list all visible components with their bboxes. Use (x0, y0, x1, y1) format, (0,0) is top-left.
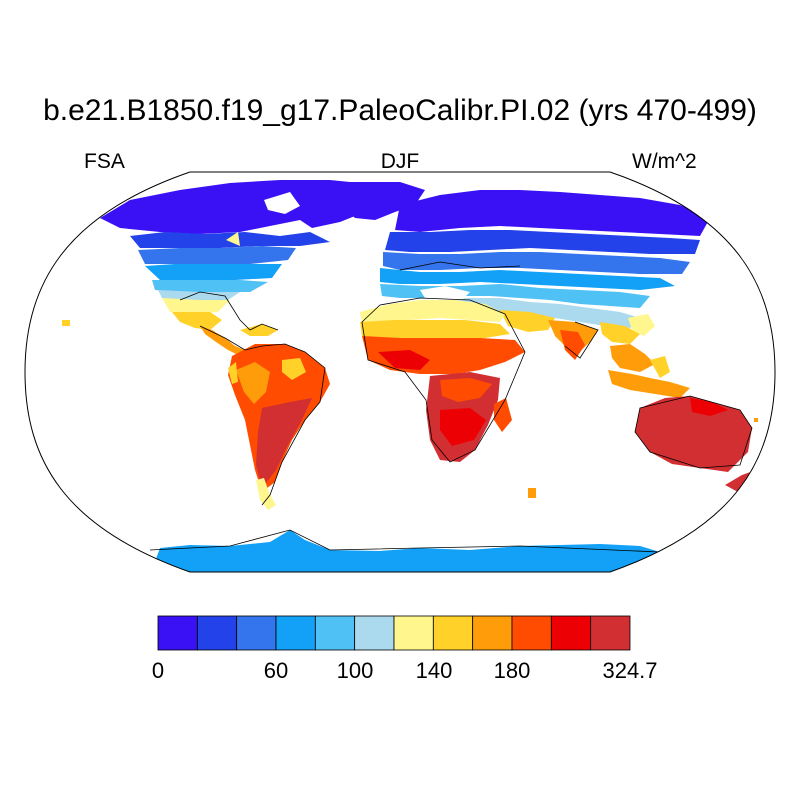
greenland-region (325, 182, 425, 220)
map-boundary (24, 171, 776, 573)
eurasia-region (380, 190, 710, 328)
map-content (62, 180, 758, 572)
colorbar-box (511, 615, 552, 651)
variable-label: FSA (84, 150, 125, 173)
colorbar-box (472, 615, 513, 651)
colorbar-box (432, 615, 474, 651)
colorbar-tick-label: 60 (263, 658, 289, 683)
units-label: W/m^2 (632, 150, 697, 173)
colorbar-tick-label: 100 (336, 658, 374, 683)
colorbar (157, 615, 631, 651)
colorbar-tick-label: 140 (415, 658, 453, 683)
figure-title: b.e21.B1850.f19_g17.PaleoCalibr.PI.02 (y… (43, 94, 757, 127)
central-america-region (200, 326, 245, 356)
colorbar-box (590, 615, 631, 651)
colorbar-tick-label: 324.7 (602, 658, 658, 683)
colorbar-box (275, 615, 316, 651)
new-zealand-region (725, 470, 756, 492)
australia-region (635, 396, 752, 472)
africa-region (360, 300, 525, 462)
colorbar-box (393, 615, 434, 651)
colorbar-box (314, 615, 356, 651)
colorbar-box (354, 615, 395, 651)
colorbar-tick-label: 0 (151, 658, 165, 683)
colorbar-box (236, 615, 277, 651)
colorbar-box (157, 615, 198, 651)
season-label: DJF (380, 150, 420, 173)
north-america-region (100, 180, 380, 330)
colorbar-tick-label: 180 (493, 658, 531, 683)
south-america-region (228, 344, 330, 510)
antarctica-region (150, 530, 665, 572)
coastlines (149, 261, 753, 553)
colorbar-box (550, 615, 592, 651)
colorbar-box (196, 615, 238, 651)
south-asia-region (500, 310, 690, 398)
